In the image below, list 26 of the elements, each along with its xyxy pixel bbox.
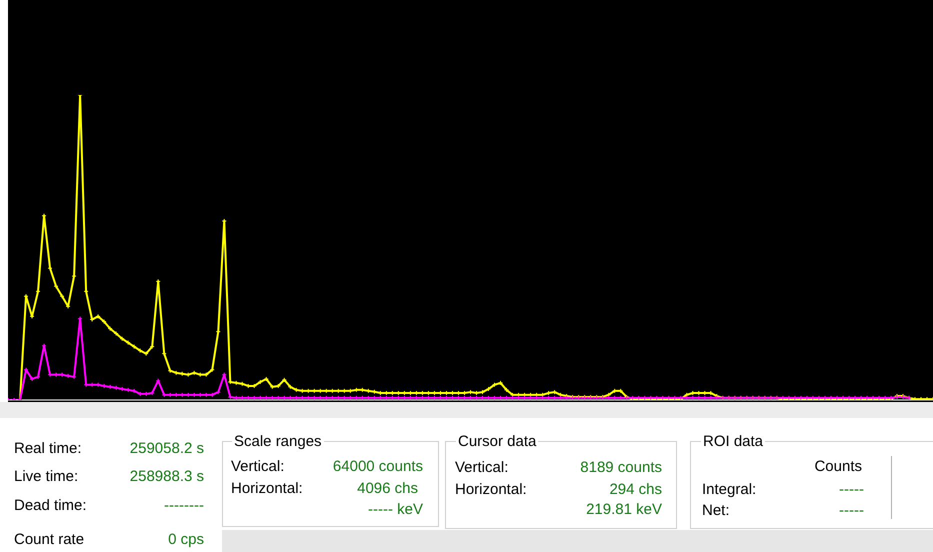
text: Integral: [701, 481, 758, 498]
text: 64000 counts [332, 458, 424, 475]
text: Counts [813, 458, 863, 475]
text: Vertical: [230, 458, 286, 475]
text: 8189 counts [579, 459, 663, 476]
text: Dead time: [13, 497, 88, 514]
text: Live time: [13, 468, 80, 485]
text: Net: [701, 502, 731, 519]
text: Vertical: [454, 459, 510, 476]
text: 0 cps [167, 531, 205, 548]
text: -------- [163, 497, 205, 514]
text: Scale ranges [232, 433, 324, 450]
text: ROI data [701, 433, 766, 450]
text: 259058.2 s [128, 440, 205, 457]
text: Horizontal: [230, 480, 304, 497]
text: 294 chs [608, 481, 663, 498]
text: ----- [838, 502, 865, 519]
text: ----- keV [367, 501, 424, 518]
text: Count rate [13, 531, 86, 548]
text: Real time: [13, 440, 83, 457]
text: 219.81 keV [585, 501, 663, 518]
text: Cursor data [456, 433, 538, 450]
text: Horizontal: [454, 481, 528, 498]
text: 258988.3 s [128, 468, 205, 485]
text: 4096 chs [356, 480, 419, 497]
text: ----- [838, 481, 865, 498]
